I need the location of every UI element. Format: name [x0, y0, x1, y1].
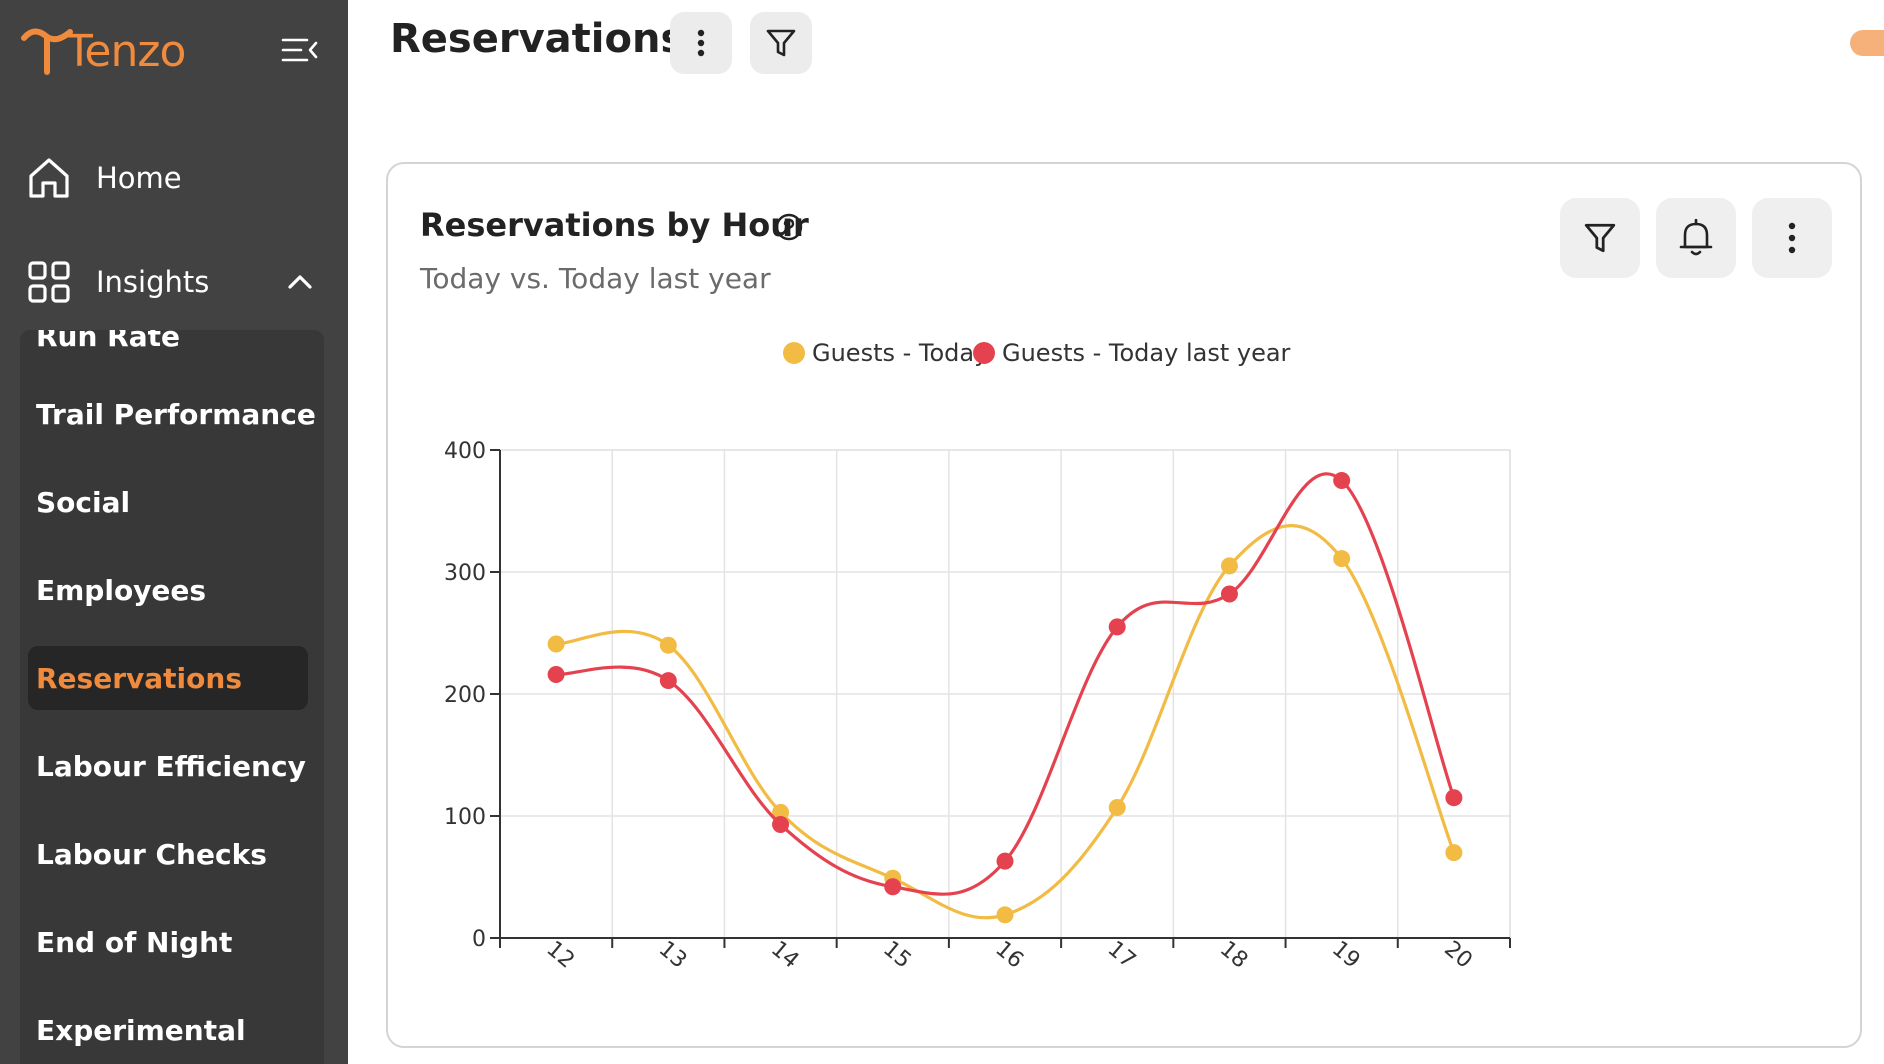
page-filter-button[interactable]	[750, 12, 812, 74]
sidebar-item-label: Trail Performance	[36, 397, 316, 431]
sidebar-item-label: Social	[36, 485, 131, 519]
sidebar-item-social[interactable]: Social	[28, 470, 308, 534]
data-point	[884, 878, 902, 896]
data-point	[1220, 557, 1238, 575]
x-tick-label: 17	[1103, 936, 1141, 973]
data-point	[1445, 789, 1463, 807]
sidebar-item-run-rate[interactable]: Run Rate	[28, 330, 308, 368]
x-tick-label: 20	[1439, 936, 1477, 973]
y-tick-label: 100	[444, 805, 486, 830]
x-tick-label: 14	[766, 936, 804, 973]
sidebar-item-label: Experimental	[36, 1013, 246, 1047]
legend-marker	[973, 342, 995, 364]
sidebar-item-reservations[interactable]: Reservations	[28, 646, 308, 710]
legend-marker	[783, 342, 805, 364]
card-filter-button[interactable]	[1560, 198, 1640, 278]
sidebar-item-trail-performance[interactable]: Trail Performance	[28, 382, 316, 446]
data-point	[547, 635, 565, 653]
grid-icon	[28, 261, 70, 303]
bell-icon	[1679, 219, 1713, 256]
sidebar-item-employees[interactable]: Employees	[28, 558, 308, 622]
data-point	[547, 665, 565, 683]
y-tick-label: 300	[444, 561, 486, 586]
filter-icon	[1584, 223, 1616, 253]
data-point	[1220, 585, 1238, 603]
sidebar-item-experimental[interactable]: Experimental	[28, 998, 308, 1062]
more-vertical-icon	[697, 29, 705, 57]
sidebar-item-label: Labour Checks	[36, 837, 267, 871]
card-title: Reservations by Hour	[420, 206, 809, 244]
y-tick-label: 0	[472, 927, 486, 952]
tenzo-logo-icon	[21, 28, 73, 75]
filter-icon	[766, 29, 796, 57]
x-tick-label: 15	[878, 936, 916, 973]
reservations-line-chart: 0 100 200 300 400 12 13 14 15 16 17 18 19 20 Guests - …	[444, 339, 1511, 974]
card-more-button[interactable]	[1752, 198, 1832, 278]
legend-label: Guests - Today	[812, 339, 988, 367]
x-tick-label: 19	[1327, 936, 1365, 973]
home-icon	[29, 158, 69, 198]
sidebar-item-label: Labour Efficiency	[36, 749, 306, 783]
collapse-menu-icon[interactable]	[279, 34, 319, 66]
nav-insights[interactable]: Insights	[0, 242, 348, 322]
sidebar-item-label: Reservations	[36, 661, 242, 695]
sidebar-item-end-of-night[interactable]: End of Night	[28, 910, 308, 974]
x-tick-label: 12	[542, 936, 580, 973]
data-point	[996, 906, 1014, 924]
data-point	[772, 816, 790, 834]
x-tick-label: 16	[990, 936, 1028, 973]
sidebar-item-label: End of Night	[36, 925, 233, 959]
data-point	[1108, 618, 1126, 636]
insights-submenu: Run Rate Trail Performance Social Employ…	[20, 330, 324, 1064]
page-more-button[interactable]	[670, 12, 732, 74]
data-point	[1445, 844, 1463, 862]
x-tick-label: 13	[654, 936, 692, 973]
data-point	[772, 803, 790, 821]
legend-label: Guests - Today last year	[1002, 339, 1291, 367]
data-point	[996, 852, 1014, 870]
x-tick-label: 18	[1215, 936, 1253, 973]
data-point	[1333, 550, 1351, 568]
reservations-by-hour-card: Reservations by Hour Today vs. Today las…	[386, 162, 1862, 1048]
y-tick-label: 400	[444, 439, 486, 464]
sidebar-item-labour-checks[interactable]: Labour Checks	[28, 822, 308, 886]
page-title: Reservations	[390, 16, 685, 62]
data-point	[1333, 472, 1351, 489]
data-point	[659, 636, 677, 654]
brand-name: Tenzo	[66, 26, 186, 77]
more-vertical-icon	[1788, 222, 1796, 254]
sidebar-item-label: Run Rate	[36, 330, 181, 353]
data-point	[1108, 798, 1126, 816]
card-alert-button[interactable]	[1656, 198, 1736, 278]
y-tick-label: 200	[444, 683, 486, 708]
nav-home[interactable]: Home	[0, 138, 348, 218]
sidebar: Tenzo Home Insights Run Rate Trail Perfo…	[0, 0, 348, 1064]
header-toggle[interactable]	[1850, 30, 1884, 56]
brand-logo[interactable]: Tenzo	[20, 22, 220, 82]
sidebar-item-labour-efficiency[interactable]: Labour Efficiency	[28, 734, 308, 798]
nav-home-label: Home	[96, 161, 182, 195]
data-point	[659, 672, 677, 690]
sidebar-item-label: Employees	[36, 573, 207, 607]
card-subtitle: Today vs. Today last year	[420, 262, 771, 295]
help-icon[interactable]	[774, 212, 804, 242]
nav-insights-label: Insights	[96, 265, 210, 299]
chevron-up-icon[interactable]	[284, 266, 316, 298]
